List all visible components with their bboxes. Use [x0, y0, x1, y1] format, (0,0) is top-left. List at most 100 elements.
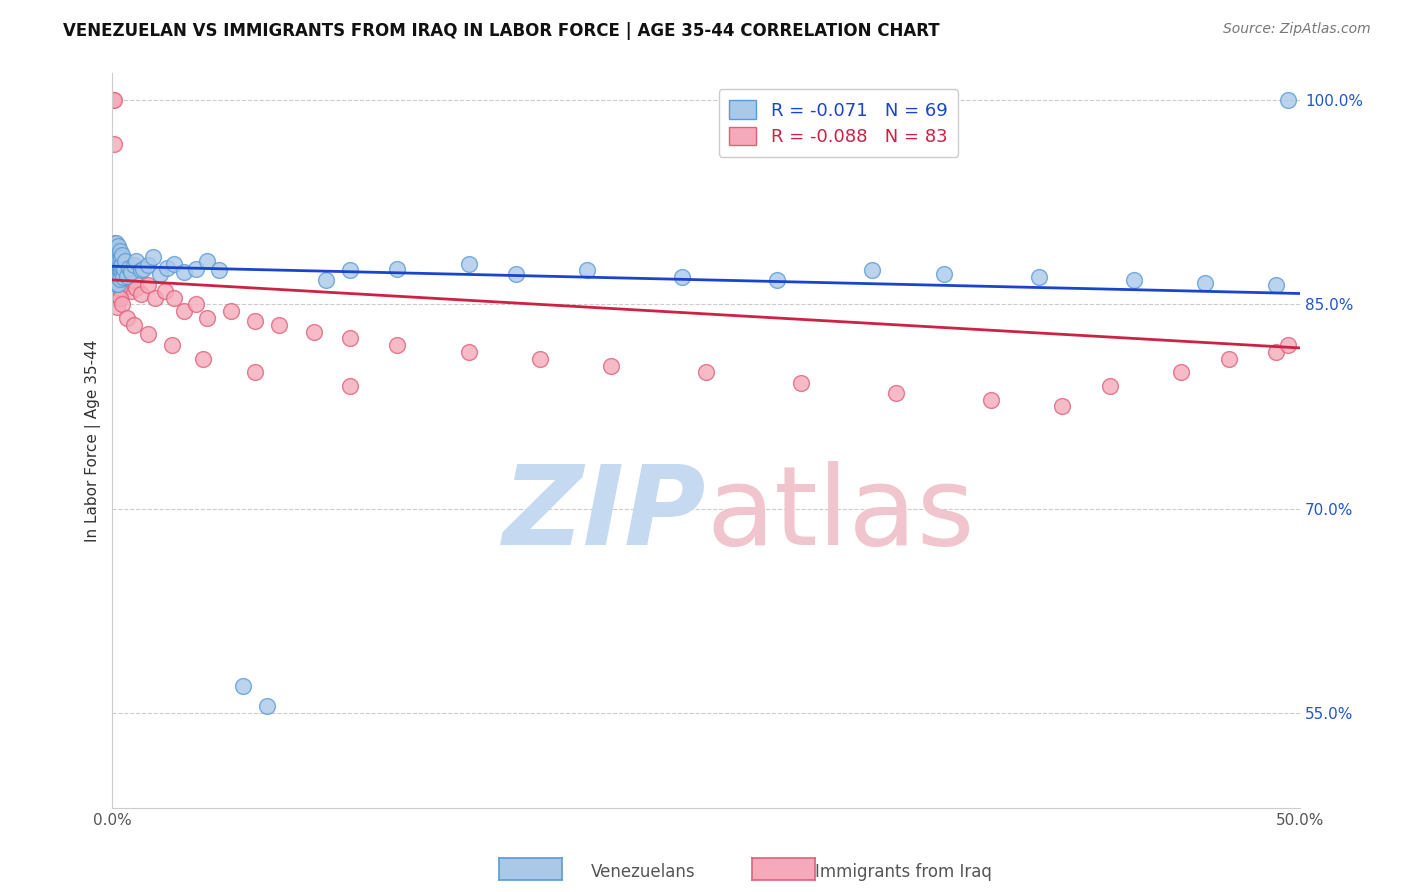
Text: VENEZUELAN VS IMMIGRANTS FROM IRAQ IN LABOR FORCE | AGE 35-44 CORRELATION CHART: VENEZUELAN VS IMMIGRANTS FROM IRAQ IN LA…: [63, 22, 939, 40]
Point: [104, 260, 127, 274]
Point: [576, 263, 599, 277]
Point: [136, 278, 159, 293]
Text: ZIP: ZIP: [503, 460, 706, 567]
Point: [103, 260, 125, 274]
Point: [671, 270, 693, 285]
Point: [104, 243, 127, 257]
Point: [197, 253, 219, 268]
Point: [108, 260, 131, 275]
Point: [105, 245, 128, 260]
Point: [112, 270, 135, 285]
Point: [103, 136, 125, 151]
Point: [105, 253, 128, 268]
Point: [766, 273, 789, 287]
Point: [173, 265, 195, 279]
Point: [108, 256, 131, 270]
Point: [110, 251, 132, 265]
Point: [107, 258, 129, 272]
Point: [208, 263, 231, 277]
Point: [114, 253, 136, 268]
Point: [132, 262, 155, 277]
Point: [184, 262, 207, 277]
Point: [108, 284, 131, 298]
Point: [387, 338, 409, 352]
Point: [191, 351, 214, 366]
Point: [104, 270, 127, 285]
Point: [232, 679, 254, 693]
Point: [505, 268, 527, 282]
Point: [107, 239, 129, 253]
Point: [104, 245, 127, 260]
Text: Source: ZipAtlas.com: Source: ZipAtlas.com: [1223, 22, 1371, 37]
Point: [105, 291, 128, 305]
Point: [197, 311, 219, 326]
Point: [101, 93, 124, 107]
Point: [104, 253, 127, 268]
Text: Venezuelans: Venezuelans: [591, 863, 695, 881]
Point: [107, 245, 129, 260]
Point: [108, 265, 131, 279]
Point: [103, 253, 125, 268]
Point: [339, 263, 361, 277]
Point: [107, 248, 129, 262]
Point: [160, 338, 183, 352]
Point: [104, 256, 127, 270]
Point: [110, 260, 132, 274]
Point: [105, 277, 128, 291]
Point: [105, 262, 128, 277]
Text: Immigrants from Iraq: Immigrants from Iraq: [815, 863, 993, 881]
Point: [104, 273, 127, 287]
Point: [118, 260, 141, 275]
Point: [104, 263, 127, 277]
Point: [304, 325, 326, 339]
Point: [129, 263, 152, 277]
Point: [105, 278, 128, 293]
Point: [219, 304, 242, 318]
Point: [103, 93, 125, 107]
Point: [1277, 93, 1299, 107]
Point: [107, 248, 129, 262]
Point: [122, 273, 145, 287]
Point: [107, 273, 129, 287]
Point: [156, 260, 179, 275]
Point: [125, 253, 148, 268]
Point: [980, 392, 1002, 407]
Point: [790, 376, 813, 391]
Point: [184, 297, 207, 311]
Point: [695, 366, 717, 380]
Point: [105, 243, 128, 257]
Point: [339, 379, 361, 393]
Point: [111, 248, 134, 262]
Point: [105, 300, 128, 314]
Point: [107, 256, 129, 270]
Point: [108, 252, 131, 267]
Point: [107, 268, 129, 282]
Point: [1098, 379, 1121, 393]
Point: [110, 291, 132, 305]
Point: [110, 262, 132, 277]
Point: [1122, 273, 1144, 287]
Point: [105, 250, 128, 264]
Point: [108, 281, 131, 295]
Point: [136, 327, 159, 342]
Point: [1052, 400, 1074, 414]
Point: [1265, 278, 1288, 293]
Point: [107, 260, 129, 275]
Y-axis label: In Labor Force | Age 35-44: In Labor Force | Age 35-44: [86, 339, 101, 541]
Point: [1194, 276, 1216, 290]
Point: [600, 359, 623, 373]
Point: [115, 276, 138, 290]
Point: [149, 268, 172, 282]
Point: [105, 273, 128, 287]
Point: [1277, 338, 1299, 352]
Point: [339, 331, 361, 345]
Point: [111, 256, 134, 270]
Point: [110, 268, 132, 282]
Point: [115, 268, 138, 283]
Point: [107, 286, 129, 301]
Point: [103, 256, 125, 270]
Point: [104, 250, 127, 264]
Point: [108, 270, 131, 285]
Point: [153, 284, 176, 298]
Point: [111, 263, 134, 277]
